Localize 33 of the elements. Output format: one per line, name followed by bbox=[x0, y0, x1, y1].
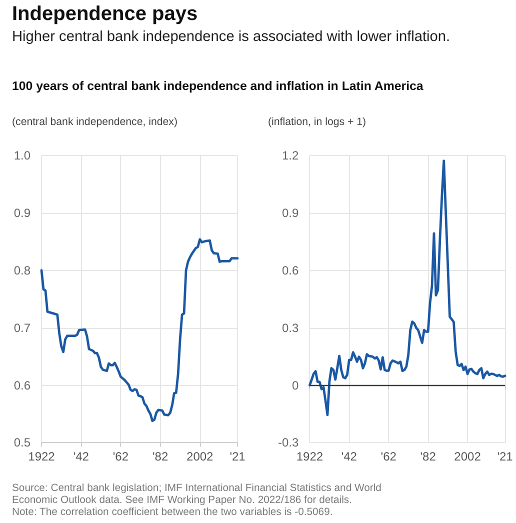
x-tick-label: 2002 bbox=[454, 450, 482, 464]
y-tick-label: 0.6 bbox=[14, 378, 31, 392]
x-tick-label: '21 bbox=[230, 450, 246, 464]
y-tick-label: 0.7 bbox=[14, 320, 31, 335]
chart-title: Independence pays bbox=[12, 3, 198, 26]
x-tick-label: 1922 bbox=[296, 450, 324, 464]
y-tick-label: 1.2 bbox=[282, 148, 300, 162]
x-tick-label: '42 bbox=[73, 450, 90, 464]
y-tick-label: -0.3 bbox=[278, 436, 300, 450]
x-tick-label: 1922 bbox=[28, 450, 56, 464]
y-tick-label: 0.9 bbox=[282, 206, 300, 220]
y-axis-title: (central bank independence, index) bbox=[12, 116, 178, 128]
text: 100 years of central bank independence and inflation in Latin America bbox=[12, 79, 424, 93]
y-tick-label: 0.3 bbox=[282, 320, 300, 335]
y-tick-label: 0 bbox=[292, 378, 300, 392]
source-note: Source: Central bank legislation; IMF International Financial Statistics and World Economic Outlook data. See IMF Working Paper No. 2022/186 for details. bbox=[12, 483, 382, 507]
x-tick-label: '62 bbox=[112, 450, 129, 464]
x-tick-label: 2002 bbox=[186, 450, 214, 464]
y-tick-label: 1.0 bbox=[14, 148, 31, 162]
text: Note: The correlation coefficient between the two variables is -0.5069. bbox=[12, 507, 334, 519]
y-tick-label: 0.9 bbox=[14, 206, 31, 220]
x-tick-label: '82 bbox=[152, 450, 168, 464]
y-axis-title: (inflation, in logs + 1) bbox=[268, 116, 366, 128]
chart-subtitle: Higher central bank independence is associated with lower inflation. bbox=[12, 29, 450, 45]
x-tick-label: '82 bbox=[420, 450, 436, 464]
y-tick-label: 0.6 bbox=[282, 263, 300, 278]
x-tick-label: '62 bbox=[380, 450, 397, 464]
line-series bbox=[40, 238, 239, 422]
line-series bbox=[308, 160, 506, 416]
x-tick-label: '21 bbox=[497, 450, 514, 464]
x-tick-label: '42 bbox=[341, 450, 358, 464]
y-tick-label: 0.8 bbox=[14, 263, 31, 278]
y-tick-label: 0.5 bbox=[14, 436, 31, 450]
